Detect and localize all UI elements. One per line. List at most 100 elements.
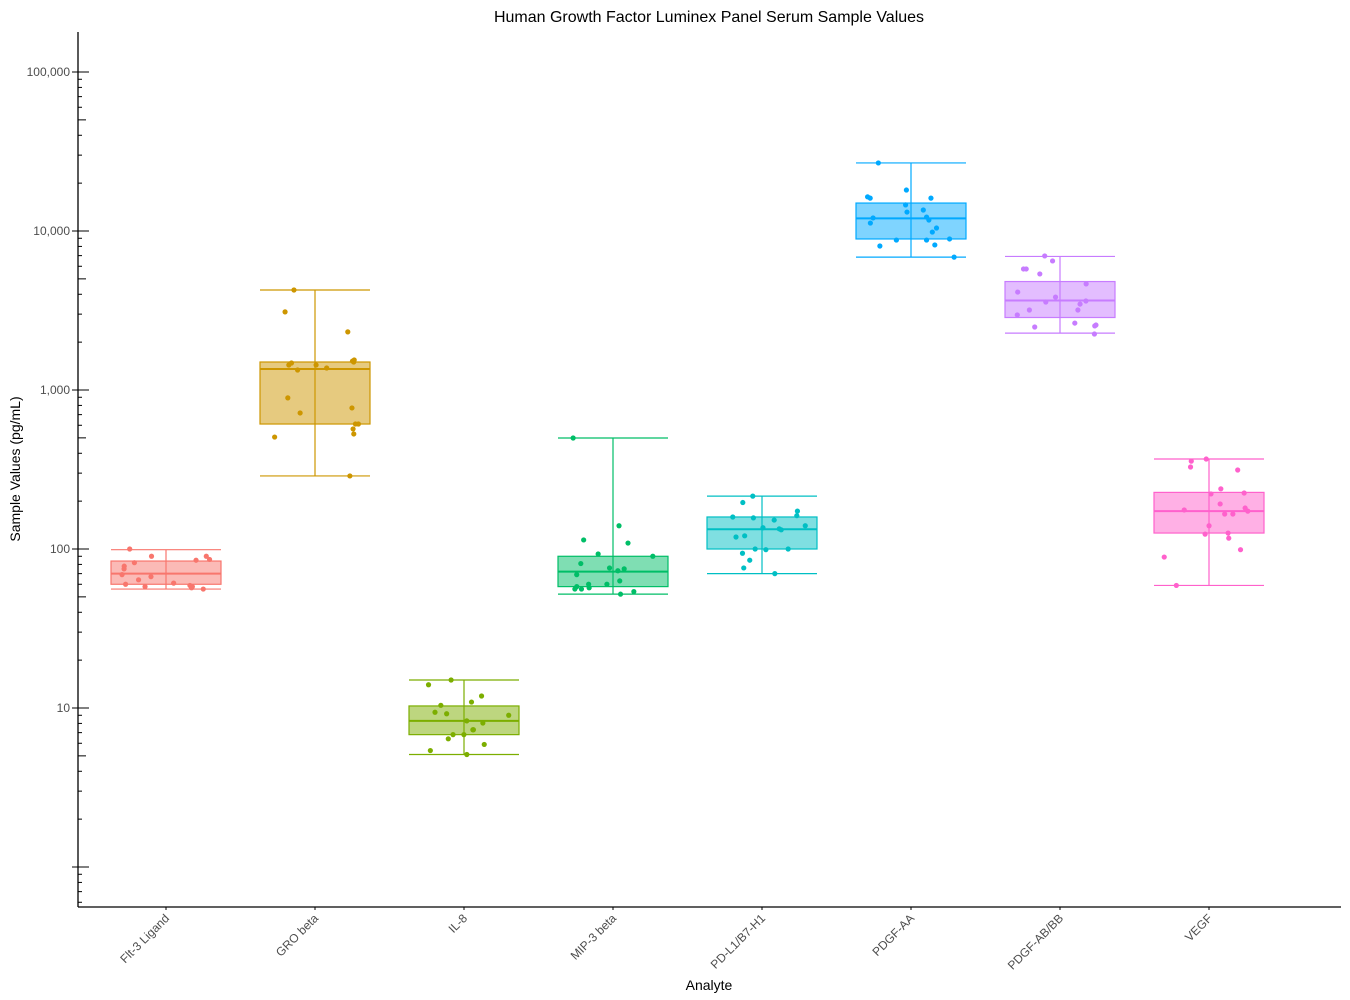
data-point [595,551,601,557]
data-point [740,499,746,506]
data-point [148,574,154,580]
data-point [875,160,881,166]
data-point [631,588,637,595]
data-point [923,237,930,243]
data-point [920,207,926,213]
box-iqr [706,516,818,550]
data-point [478,693,485,699]
y-tick-label: 1,000 [40,383,70,397]
data-point [926,217,932,223]
data-point [291,287,297,293]
data-point [763,547,769,553]
x-tick-label: PD-L1/B7-H1 [708,911,769,972]
x-axis-title: Analyte [686,977,733,993]
data-point [741,565,747,571]
x-tick-label: GRO beta [273,911,321,959]
data-point [570,435,576,441]
box-group-mip-3-beta [557,435,669,597]
data-point [733,534,739,540]
box-group-pdgf-ab-bb [1004,253,1116,337]
data-point [121,566,127,572]
data-point [621,566,627,572]
data-point [432,709,438,715]
data-point [1052,294,1059,300]
data-point [1049,258,1056,264]
data-point [1075,307,1081,313]
data-point [1206,523,1212,529]
data-point [864,194,871,200]
data-point [1187,464,1194,470]
data-point [760,525,766,531]
data-point [578,586,585,592]
data-point [468,699,475,705]
axes: 10 100 1,000 10,000 100,000 Flt-3 Ligand GRO … [27,32,1341,973]
data-point [450,732,456,738]
data-point [206,556,213,563]
data-point [480,720,486,726]
data-point [867,220,873,226]
data-point [464,751,470,758]
data-point [1226,535,1232,541]
data-point [946,236,953,242]
data-point [1242,505,1248,511]
data-point [574,572,580,578]
y-axis-title: Sample Values (pg/mL) [7,396,23,541]
data-point [203,553,209,559]
data-point [324,365,330,371]
data-point [1083,281,1089,287]
data-point [1225,530,1231,536]
data-point [1235,467,1241,473]
data-point [481,741,487,748]
data-point [351,357,357,363]
data-point [445,736,451,742]
data-point [135,577,142,583]
box-iqr [855,202,967,240]
x-tick-label: Flt-3 Ligand [117,911,172,966]
data-point [794,508,801,514]
data-point [272,434,278,440]
data-point [142,584,148,590]
data-point [1032,324,1038,330]
data-point [739,550,746,556]
data-point [123,581,129,587]
data-point [615,568,621,574]
data-point [586,585,592,591]
x-tick-label: PDGF-AA [870,911,918,959]
data-point [933,225,940,231]
data-point [1188,458,1194,464]
data-point [904,209,910,215]
data-point [470,727,476,733]
data-point [131,560,137,566]
data-point [127,546,133,552]
data-point [448,677,454,683]
data-point [347,473,353,479]
data-point [285,395,291,401]
x-tick-label: MIP-3 beta [568,911,620,963]
data-point [1202,531,1208,537]
data-point [802,523,808,529]
data-point [1072,320,1078,326]
box-group-il-8 [408,677,520,758]
data-point [350,426,356,432]
data-point [929,229,935,235]
data-point [119,572,125,578]
data-point [932,242,938,248]
data-point [1091,331,1098,337]
data-point [294,367,301,373]
data-point [606,565,613,571]
data-point [771,517,777,523]
data-point [1208,491,1214,497]
data-point [1083,298,1089,304]
data-point [604,581,610,587]
data-point [288,360,295,366]
data-point [1023,266,1029,272]
data-point [313,362,319,368]
data-point [1217,501,1223,507]
data-point [1042,253,1048,259]
y-tick-label: 100 [50,542,70,556]
data-point [750,515,757,521]
data-point [1037,271,1043,277]
data-point [425,682,432,688]
data-point [1237,547,1244,553]
